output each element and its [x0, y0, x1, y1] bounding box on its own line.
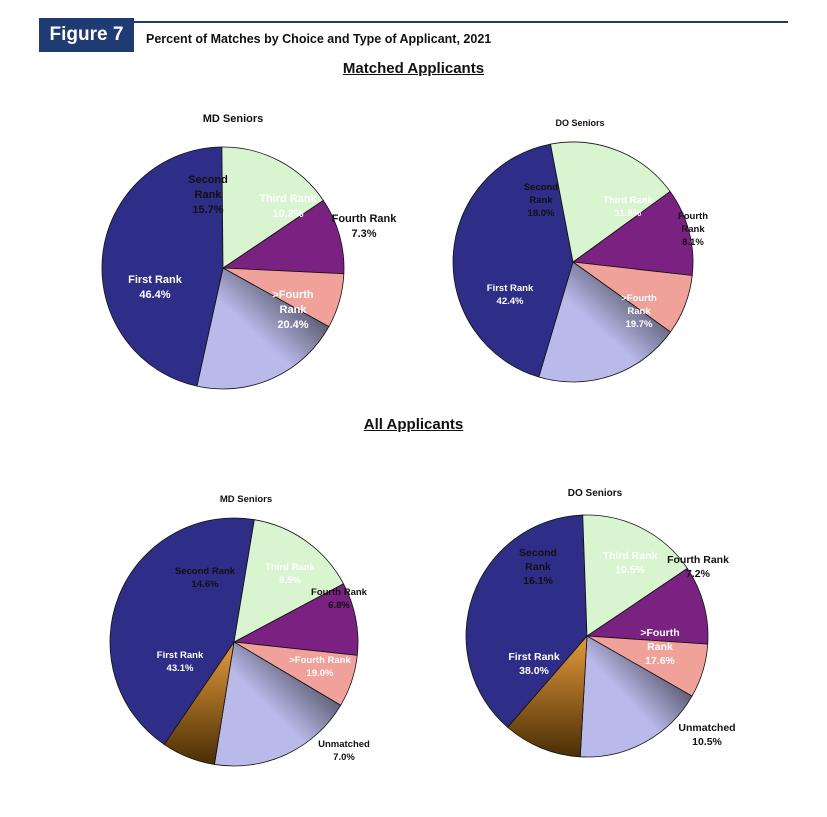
pie-slice-second	[221, 146, 324, 269]
pie-slice-first	[465, 514, 588, 728]
pie-slice-first	[109, 517, 255, 746]
chart-title: DO Seniors	[568, 488, 623, 499]
section-title-all: All Applicants	[363, 416, 464, 433]
slice-label-third: Third Rank 11.8%	[603, 195, 653, 219]
slice-label-fourth: Fourth Rank 7.3%	[332, 213, 398, 240]
pie-slice-gt-fourth	[579, 635, 693, 758]
pie-slice-first	[452, 143, 574, 378]
pie-slice-third	[571, 190, 694, 276]
pie-slice-gt-fourth	[196, 267, 330, 390]
pie-chart-4: DO Seniors First Rank 38.0% Second Rank 16.1%…	[465, 488, 736, 758]
pie-slice-unmatched	[506, 634, 588, 758]
slice-label-second: Second Rank 14.6%	[175, 566, 236, 590]
chart-title: MD Seniors	[220, 494, 272, 505]
pie-slice-third	[585, 567, 709, 645]
pie-slice-first	[101, 146, 224, 387]
section-title-matched: Matched Applicants	[342, 60, 485, 77]
slice-label-first: First Rank 46.4%	[128, 274, 183, 301]
slice-label-gt-fourth: >Fourth Rank 19.0%	[289, 655, 351, 679]
slice-label-fourth: Fourth Rank 7.2%	[667, 554, 729, 580]
pie-chart-2: DO Seniors First Rank 42.4% Second Rank 18.0%…	[452, 118, 708, 383]
header-rule	[134, 21, 788, 23]
slice-label-second: Second Rank 15.7%	[188, 174, 228, 216]
pie-slice-gt-fourth	[538, 261, 672, 383]
slice-label-gt-fourth: >Fourth Rank 17.6%	[640, 627, 679, 667]
slice-label-first: First Rank 43.1%	[157, 650, 204, 674]
slice-label-unmatched: Unmatched 10.5%	[678, 722, 735, 748]
slice-label-second: Second Rank 18.0%	[524, 182, 559, 219]
chart-title: DO Seniors	[555, 118, 604, 128]
pie-slice-second	[582, 514, 688, 637]
slice-label-third: Third Rank 10.2%	[259, 193, 317, 220]
pie-chart-3: MD Seniors First Rank 43.1% Second Rank 14.6…	[109, 494, 370, 767]
figure-label: Figure 7	[39, 18, 134, 52]
pie-slice-second	[233, 519, 345, 643]
slice-label-third: Third Rank 10.5%	[603, 550, 658, 576]
slice-label-first: First Rank 42.4%	[487, 283, 534, 307]
slice-label-fourth: Fourth Rank 8.1%	[678, 211, 708, 248]
slice-label-fourth: Fourth Rank 6.8%	[311, 587, 368, 611]
slice-label-third: Third Rank 9.5%	[265, 562, 315, 586]
slice-label-unmatched: Unmatched 7.0%	[318, 739, 370, 763]
pie-slice-third	[221, 199, 345, 275]
slice-label-second: Second Rank 16.1%	[519, 547, 557, 587]
chart-title: MD Seniors	[203, 113, 264, 125]
slice-label-gt-fourth: >Fourth Rank 19.7%	[621, 293, 657, 330]
slice-label-gt-fourth: >Fourth Rank 20.4%	[272, 289, 314, 331]
pie-slice-second	[550, 141, 671, 263]
figure-title: Percent of Matches by Choice and Type of…	[146, 32, 492, 46]
pie-chart-1: MD Seniors First Rank 46.4% Second Rank 15.7%…	[101, 113, 398, 390]
slice-label-first: First Rank 38.0%	[508, 651, 560, 677]
pie-slice-gt-fourth	[213, 641, 342, 767]
